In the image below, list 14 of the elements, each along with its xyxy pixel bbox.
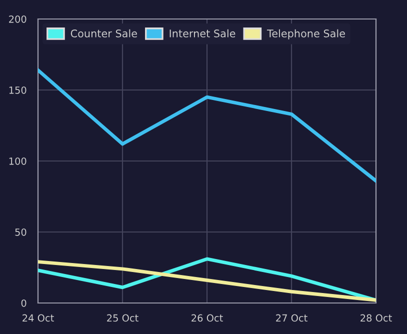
x-tick-label: 26 Oct xyxy=(192,314,223,322)
x-tick-label: 25 Oct xyxy=(107,314,138,322)
legend-label: Internet Sale xyxy=(170,29,236,38)
y-tick-label: 150 xyxy=(9,86,26,94)
x-tick-label: 27 Oct xyxy=(276,314,308,322)
legend-label: Counter Sale xyxy=(70,29,137,38)
x-tick-label: 24 Oct xyxy=(22,314,54,322)
y-tick-label: 0 xyxy=(21,299,26,307)
y-tick-label: 200 xyxy=(9,15,26,23)
y-tick-label: 100 xyxy=(9,157,26,165)
line-series xyxy=(38,68,376,183)
x-tick-label: 28 Oct xyxy=(360,314,392,322)
y-tick-label: 50 xyxy=(15,228,26,236)
legend-label: Telephone Sale xyxy=(266,29,345,40)
